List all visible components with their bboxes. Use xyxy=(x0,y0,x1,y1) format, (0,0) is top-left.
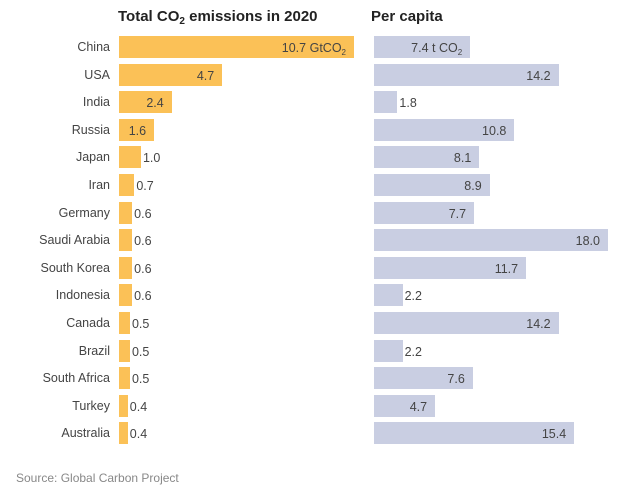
source-note: Source: Global Carbon Project xyxy=(16,471,179,485)
total-value-label: 0.5 xyxy=(131,344,150,359)
total-value-label: 10.7 GtCO2 xyxy=(281,41,346,57)
category-label: South Africa xyxy=(42,371,110,386)
total-bar xyxy=(119,146,141,169)
total-bar xyxy=(119,63,223,86)
category-label: Saudi Arabia xyxy=(39,233,110,248)
category-label: Japan xyxy=(75,150,110,165)
total-value-label: 0.4 xyxy=(129,399,148,414)
total-value-label: 2.4 xyxy=(146,96,164,111)
total-value-label: 4.7 xyxy=(196,68,215,83)
per-capita-bar xyxy=(374,201,475,224)
per-capita-value-label: 15.4 xyxy=(541,427,567,442)
title-text: Total CO xyxy=(118,8,180,25)
title-text-end: emissions in 2020 xyxy=(184,8,318,25)
total-value-label: 0.4 xyxy=(129,427,148,442)
per-capita-value-label: 14.2 xyxy=(526,68,551,83)
total-bar xyxy=(119,339,130,362)
total-bar xyxy=(119,201,133,224)
per-capita-bar xyxy=(374,174,490,196)
per-capita-bar xyxy=(374,36,471,58)
total-value-label: 0.6 xyxy=(134,206,152,221)
per-capita-bar xyxy=(374,63,559,86)
total-bar xyxy=(119,36,354,58)
per-capita-value-label: 18.0 xyxy=(575,234,600,249)
total-bar xyxy=(119,367,130,390)
per-capita-value-label: 2.2 xyxy=(404,289,422,304)
total-bar xyxy=(119,394,128,417)
per-capita-bar xyxy=(374,394,436,417)
total-bar xyxy=(119,118,155,141)
per-capita-bar xyxy=(374,229,608,252)
per-capita-value-label: 8.9 xyxy=(464,179,482,193)
total-value-label: 0.6 xyxy=(134,261,152,276)
category-label: Russia xyxy=(71,122,110,137)
per-capita-bar xyxy=(374,118,515,141)
per-capita-value-label: 4.7 xyxy=(409,399,428,414)
category-label: USA xyxy=(84,67,110,82)
per-capita-bar xyxy=(374,339,403,362)
per-capita-value-label: 7.7 xyxy=(448,206,467,221)
total-value-label: 0.6 xyxy=(134,234,152,249)
chart-title-per-capita: Per capita xyxy=(371,8,443,25)
total-bar xyxy=(119,422,128,445)
per-capita-value-label: 8.1 xyxy=(453,151,472,166)
per-capita-value-label: 14.2 xyxy=(526,317,551,331)
total-bar xyxy=(119,312,130,334)
category-label: India xyxy=(82,95,110,110)
per-capita-bar xyxy=(374,256,527,279)
category-label: Indonesia xyxy=(55,288,110,303)
category-label: China xyxy=(77,40,110,54)
total-bar xyxy=(119,174,135,196)
per-capita-bar xyxy=(374,146,480,169)
total-value-label: 0.6 xyxy=(134,289,152,304)
total-value-label: 0.5 xyxy=(131,317,150,331)
chart-title-total: Total CO2 emissions in 2020 xyxy=(118,8,318,27)
category-label: Germany xyxy=(58,205,110,220)
total-bar xyxy=(119,91,172,114)
per-capita-value-label: 10.8 xyxy=(482,123,507,138)
title-subscript: 2 xyxy=(179,16,185,27)
total-value-label: 0.7 xyxy=(136,179,154,193)
per-capita-value-label: 11.7 xyxy=(494,261,519,276)
total-bar xyxy=(119,256,133,279)
total-value-label: 0.5 xyxy=(131,372,150,387)
total-bar xyxy=(119,284,133,307)
category-label: Iran xyxy=(88,178,110,192)
per-capita-bar xyxy=(374,284,403,307)
per-capita-value-label: 7.4 t CO2 xyxy=(411,41,463,57)
category-label: Australia xyxy=(61,426,110,441)
per-capita-value-label: 2.2 xyxy=(404,344,422,359)
category-label: South Korea xyxy=(40,260,111,275)
per-capita-value-label: 1.8 xyxy=(399,96,417,111)
per-capita-bar xyxy=(374,367,473,390)
category-label: Turkey xyxy=(72,398,110,413)
category-label: Canada xyxy=(66,316,110,330)
total-value-label: 1.0 xyxy=(142,151,161,166)
total-value-label: 1.6 xyxy=(128,123,147,138)
total-bar xyxy=(119,229,133,252)
per-capita-bar xyxy=(374,91,398,114)
per-capita-bar xyxy=(374,422,575,445)
per-capita-value-label: 7.6 xyxy=(447,372,465,387)
category-label: Brazil xyxy=(78,343,110,358)
per-capita-bar xyxy=(374,312,559,334)
